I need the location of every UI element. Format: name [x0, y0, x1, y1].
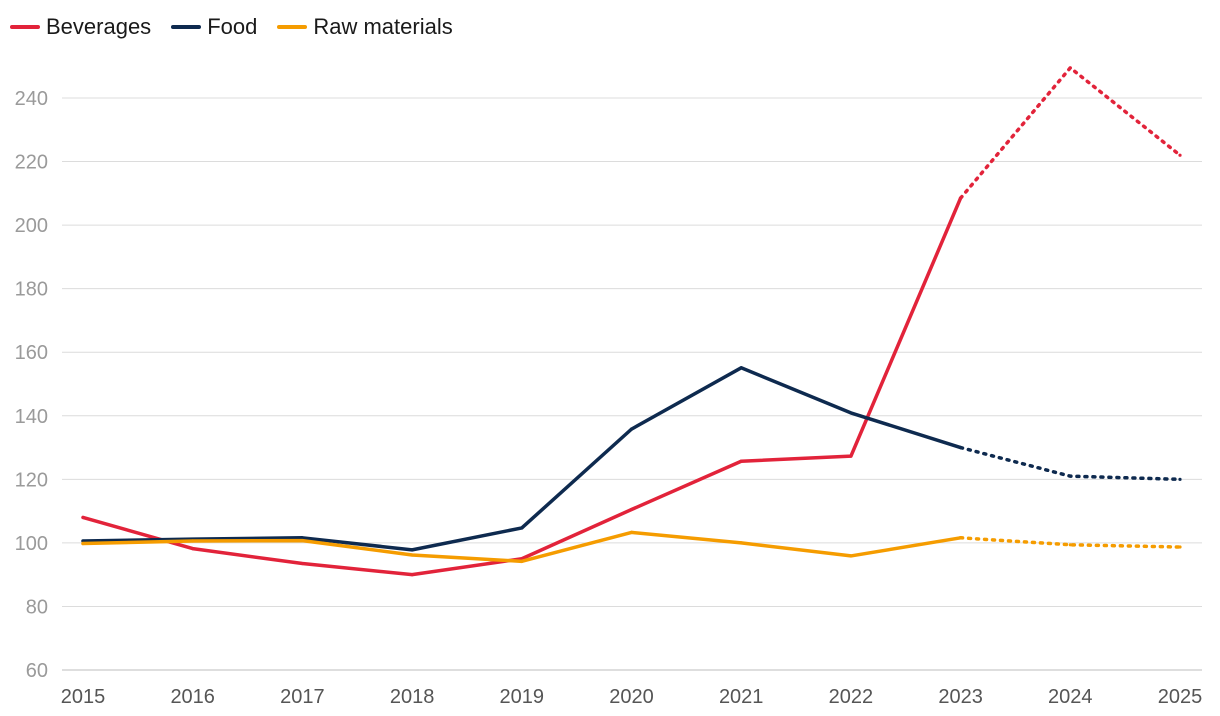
x-tick-label-2017: 2017: [280, 686, 325, 708]
x-tick-label-2021: 2021: [719, 686, 764, 708]
series-line-beverages: [81, 196, 963, 577]
y-tick-label-220: 220: [15, 152, 48, 174]
legend-swatch-beverages: [10, 25, 40, 29]
legend-label-food: Food: [207, 14, 258, 39]
data-point-food-2024: [1068, 474, 1072, 478]
y-axis-ticks: 60 80 100 120 140 160 180 200 220 240: [15, 88, 48, 682]
legend-item-food: Food: [171, 14, 257, 40]
data-point-raw-materials-2019: [520, 559, 524, 563]
data-point-beverages-2016: [191, 547, 195, 551]
y-tick-label-200: 200: [15, 215, 48, 237]
legend-label-raw-materials: Raw materials: [313, 14, 453, 39]
data-point-raw-materials-2017: [300, 539, 304, 543]
data-point-raw-materials-2023: [959, 536, 963, 540]
x-tick-label-2023: 2023: [938, 686, 983, 708]
data-point-raw-materials-2018: [410, 553, 414, 557]
x-tick-label-2016: 2016: [170, 686, 215, 708]
data-point-food-2018: [410, 548, 414, 552]
series-lines: [81, 65, 1182, 577]
y-tick-label-240: 240: [15, 88, 48, 110]
data-point-food-2017: [300, 536, 304, 540]
legend-item-raw-materials: Raw materials: [277, 14, 453, 40]
data-point-food-2022: [849, 411, 853, 415]
legend: Beverages Food Raw materials: [10, 14, 473, 40]
data-point-food-2025: [1178, 477, 1182, 481]
data-point-food-2021: [739, 366, 743, 370]
x-tick-label-2024: 2024: [1048, 686, 1093, 708]
y-tick-label-180: 180: [15, 279, 48, 301]
data-point-food-2023: [959, 445, 963, 450]
legend-item-beverages: Beverages: [10, 14, 151, 40]
data-point-beverages-2015: [81, 515, 85, 520]
legend-swatch-raw-materials: [277, 25, 308, 29]
series-forecast-line-beverages: [958, 65, 1182, 200]
data-point-beverages-2020: [629, 507, 634, 512]
y-tick-label-100: 100: [15, 533, 48, 555]
data-point-raw-materials-2020: [629, 530, 634, 535]
data-point-raw-materials-2024: [1068, 543, 1072, 547]
data-point-beverages-2022: [849, 454, 853, 458]
data-point-beverages-2024: [1068, 66, 1072, 70]
x-tick-label-2018: 2018: [390, 686, 435, 708]
data-point-beverages-2025: [1178, 153, 1182, 157]
x-axis-ticks: 2015 2016 2017 2018 2019 2020 2021 2022 2023 2024…: [61, 686, 1203, 708]
x-tick-label-2025: 2025: [1158, 686, 1203, 708]
data-point-beverages-2021: [739, 459, 743, 463]
data-point-raw-materials-2015: [81, 541, 85, 546]
x-tick-label-2022: 2022: [829, 686, 874, 708]
legend-label-beverages: Beverages: [46, 14, 152, 39]
legend-swatch-food: [171, 25, 202, 29]
data-point-raw-materials-2021: [739, 541, 743, 545]
data-point-food-2019: [520, 526, 524, 530]
x-tick-label-2020: 2020: [609, 686, 654, 708]
data-point-food-2020: [629, 427, 634, 431]
y-tick-label-80: 80: [26, 596, 48, 618]
y-tick-label-160: 160: [15, 342, 48, 364]
data-point-beverages-2023: [959, 196, 963, 200]
x-tick-label-2015: 2015: [61, 686, 106, 708]
y-tick-label-120: 120: [15, 469, 48, 491]
x-tick-label-2019: 2019: [500, 686, 545, 708]
data-point-raw-materials-2022: [849, 554, 853, 558]
data-point-raw-materials-2025: [1178, 545, 1182, 549]
y-tick-label-140: 140: [15, 406, 48, 428]
series-forecast-line-raw-materials: [958, 536, 1182, 549]
data-point-beverages-2018: [410, 573, 414, 577]
y-tick-label-60: 60: [26, 660, 48, 682]
gridlines: [62, 97, 1202, 671]
data-point-raw-materials-2016: [191, 539, 195, 543]
data-point-beverages-2017: [300, 561, 304, 566]
